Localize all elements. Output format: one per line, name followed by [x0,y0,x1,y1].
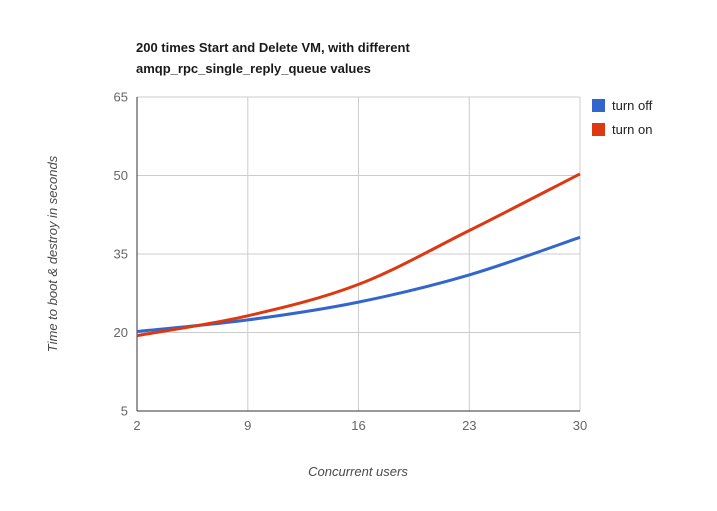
y-tick-label: 35 [114,247,128,262]
axes [136,97,580,412]
y-axis-title: Time to boot & destroy in seconds [45,155,60,352]
y-tick-label: 65 [114,90,128,105]
chart-title-line1: 200 times Start and Delete VM, with diff… [136,40,410,55]
chart-title: 200 times Start and Delete VM, with diff… [136,37,410,79]
x-tick-label: 16 [351,418,365,433]
x-axis-title: Concurrent users [308,464,408,479]
legend-swatch-turn-off [592,99,605,112]
x-tick-label: 23 [462,418,476,433]
line-turn-on [136,172,581,338]
y-tick-label: 50 [114,168,128,183]
legend-swatch-turn-on [592,123,605,136]
legend-label-turn-off: turn off [612,98,653,113]
x-tick-label: 2 [133,418,140,433]
tick-labels: 5 20 35 50 65 2 9 16 23 30 [114,90,588,434]
x-tick-label: 9 [244,418,251,433]
y-tick-label: 5 [121,404,128,419]
legend-label-turn-on: turn on [612,122,653,137]
legend-item-turn-off[interactable]: turn off [592,98,652,113]
gridlines [137,96,581,411]
y-tick-label: 20 [114,325,128,340]
chart-title-line2: amqp_rpc_single_reply_queue values [136,61,371,76]
legend: turn off turn on [592,98,652,146]
series-lines [136,172,581,338]
legend-item-turn-on[interactable]: turn on [592,122,652,137]
x-tick-label: 30 [573,418,587,433]
